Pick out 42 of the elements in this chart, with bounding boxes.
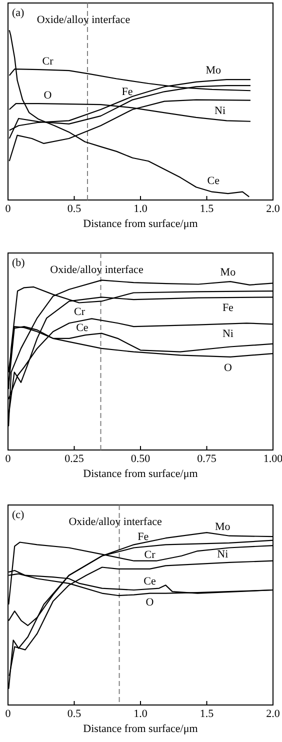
x-tick-label: 1.5 [200,203,214,215]
series-label: O [44,90,52,102]
ref-line-label: Oxide/alloy interface [36,14,130,26]
x-tick-label: 0.25 [64,453,84,465]
text: (a) [12,7,25,19]
x-tick-label: 0.50 [130,453,151,465]
ref-line-label: Oxide/alloy interface [68,516,162,528]
series-label: Mo [215,520,231,533]
series-label: Fe [222,302,234,314]
ref-line-label: Oxide/alloy interface [50,264,144,276]
text: (b) [12,257,26,269]
x-tick-label: 0 [5,708,12,720]
x-axis-title: Distance from surface/μm [83,468,198,480]
series-label: O [224,362,232,374]
x-tick-label: 0.75 [197,453,217,465]
series-label: Fe [122,86,133,98]
x-tick-label: 1.00 [263,453,282,465]
series-label: Cr [144,548,156,561]
x-tick-label: 2.0 [266,708,280,720]
x-tick-label: 1.0 [134,203,148,215]
series-label: Fe [138,530,149,543]
x-axis-title: Distance from surface/μm [83,723,198,735]
series-label: Ce [144,575,156,588]
x-tick-label: 1.5 [200,708,214,720]
series-label: Ni [214,104,226,117]
series-label: Ce [207,174,220,187]
series-label: O [146,596,154,608]
x-tick-label: 0.5 [67,708,82,720]
x-tick-label: 0 [5,453,12,465]
text: (c) [12,509,25,521]
x-tick-label: 1.0 [134,708,148,720]
x-axis-title: Distance from surface/μm [83,218,198,230]
series-label: Mo [220,266,236,279]
series-label: Cr [74,306,86,318]
x-tick-label: 0.5 [67,203,82,215]
series-label: Mo [206,64,222,77]
series-label: Ni [217,548,228,560]
series-label: Ni [222,328,234,340]
x-tick-label: 2.0 [266,203,280,215]
series-label: Cr [42,56,54,68]
x-tick-label: 0 [5,203,12,215]
series-label: Ce [76,322,88,334]
